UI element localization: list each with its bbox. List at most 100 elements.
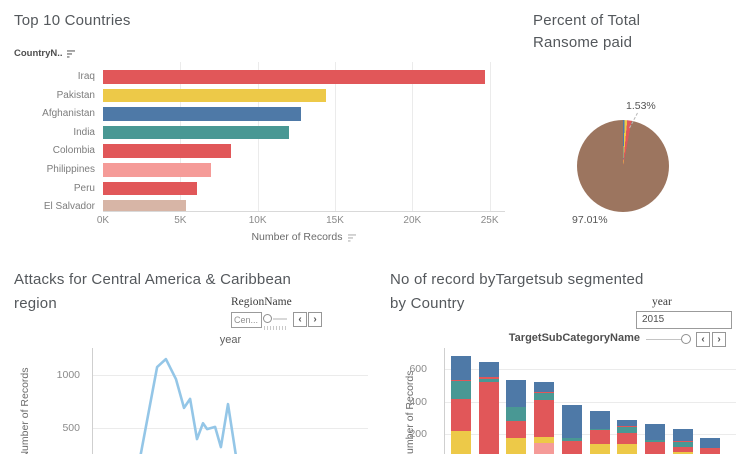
bar-segment-blue[interactable] — [506, 379, 527, 408]
bar-segment-red[interactable] — [700, 448, 721, 454]
bar-segment-blue[interactable] — [617, 419, 638, 426]
bar-segment-red[interactable] — [617, 432, 638, 445]
sort-icon[interactable] — [347, 233, 357, 242]
bar-el-salvador[interactable] — [103, 200, 187, 211]
x-tick-label: 5K — [174, 215, 187, 226]
bar-segment-teal[interactable] — [589, 428, 610, 431]
bar-peru[interactable] — [103, 181, 198, 196]
top10-x-axis-title: Number of Records — [103, 231, 505, 243]
bar-segment-blue[interactable] — [700, 437, 721, 449]
stacked-bar-2[interactable] — [478, 362, 499, 454]
bar-segment-red[interactable] — [672, 446, 693, 453]
stacked-bar-6[interactable] — [589, 411, 610, 454]
bar-segment-red[interactable] — [478, 377, 499, 379]
category-label: Philippines — [46, 164, 95, 175]
stacked-bar-4[interactable] — [534, 381, 555, 454]
bar-segment-teal[interactable] — [451, 381, 471, 400]
line-x-axis-title: year — [93, 334, 368, 346]
bar-segment-yellow[interactable] — [589, 444, 610, 454]
region-filter-prev-button[interactable]: ‹ — [293, 312, 307, 327]
targetsub-slider-track[interactable] — [646, 339, 683, 340]
bar-segment-blue[interactable] — [451, 355, 471, 380]
stacked-bar-9[interactable] — [672, 429, 693, 454]
targetsub-slider-handle[interactable] — [681, 334, 691, 344]
bar-segment-pink[interactable] — [534, 443, 555, 454]
bar-afghanistan[interactable] — [103, 107, 301, 121]
top10-x-axis-title-text: Number of Records — [251, 231, 343, 243]
targetsub-next-button[interactable]: › — [712, 332, 726, 347]
bar-segment-red[interactable] — [506, 421, 527, 438]
pie-label-small: 1.53% — [626, 100, 656, 112]
bar-segment-teal[interactable] — [506, 407, 527, 422]
x-tick-label: 15K — [326, 215, 344, 226]
bar-segment-red[interactable] — [589, 430, 610, 445]
region-filter-slider-track[interactable] — [273, 318, 287, 320]
region-filter-slider-handle[interactable] — [263, 314, 272, 323]
bar-philippines[interactable] — [103, 163, 212, 177]
line-gridline-1000 — [93, 375, 368, 376]
stacked-bar-1[interactable] — [451, 355, 471, 454]
stacked-y-tick-600: 600 — [409, 363, 427, 375]
bar-segment-red[interactable] — [534, 399, 555, 437]
bar-colombia[interactable] — [103, 144, 232, 158]
bar-segment-yellow[interactable] — [534, 436, 555, 444]
line-y-tick-500: 500 — [62, 422, 80, 434]
bar-segment-red[interactable] — [561, 440, 582, 454]
bar-segment-yellow[interactable] — [506, 437, 527, 454]
stacked-bar-7[interactable] — [617, 419, 638, 454]
category-label: India — [73, 126, 95, 138]
top10-field-label: CountryN.. — [14, 48, 76, 59]
bar-segment-red[interactable] — [644, 441, 665, 454]
bar-segment-blue[interactable] — [672, 429, 693, 442]
line-series[interactable] — [93, 345, 368, 454]
bar-iraq[interactable] — [103, 70, 485, 84]
chevron-left-icon: ‹ — [298, 313, 302, 325]
bar-segment-teal[interactable] — [534, 393, 555, 400]
bar-segment-red[interactable] — [672, 441, 693, 443]
bar-segment-blue[interactable] — [478, 362, 499, 378]
bar-segment-blue[interactable] — [589, 411, 610, 429]
bar-segment-red[interactable] — [451, 399, 471, 431]
bar-segment-blue[interactable] — [644, 424, 665, 440]
bar-segment-teal[interactable] — [672, 442, 693, 447]
year-filter-input[interactable]: 2015 — [636, 311, 732, 329]
region-filter-title: RegionName — [231, 296, 292, 308]
region-filter-slider-ruler — [264, 326, 286, 330]
bar-segment-red[interactable] — [534, 392, 555, 394]
bar-segment-red[interactable] — [617, 425, 638, 427]
gridline — [334, 62, 336, 211]
region-filter-input[interactable]: Cen... — [231, 312, 262, 328]
bar-pakistan[interactable] — [103, 88, 326, 103]
bar-segment-red[interactable] — [451, 379, 471, 382]
line-path[interactable] — [139, 357, 237, 454]
targetsub-filter-label: TargetSubCategoryName — [508, 332, 640, 344]
bar-segment-blue[interactable] — [534, 381, 555, 393]
stacked-bar-5[interactable] — [561, 404, 582, 454]
chevron-left-icon: ‹ — [701, 333, 705, 345]
stacked-bar-10[interactable] — [700, 437, 721, 454]
pie-chart[interactable] — [577, 120, 669, 212]
sort-icon[interactable] — [66, 49, 76, 58]
stacked-bar-3[interactable] — [506, 379, 527, 454]
stacked-bar-8[interactable] — [644, 424, 665, 454]
bar-segment-teal[interactable] — [478, 378, 499, 382]
stacked-title-line2: by Country — [390, 295, 465, 312]
bar-segment-blue[interactable] — [561, 404, 582, 439]
bar-segment-red[interactable] — [478, 381, 499, 454]
stacked-y-axis-line — [444, 348, 445, 454]
bar-india[interactable] — [103, 125, 289, 140]
stacked-gridline-400 — [445, 402, 736, 403]
bar-segment-teal[interactable] — [644, 439, 665, 442]
top10-plot-area — [103, 62, 505, 211]
targetsub-prev-button[interactable]: ‹ — [696, 332, 710, 347]
chevron-right-icon: › — [717, 333, 721, 345]
x-tick-label: 10K — [248, 215, 267, 226]
region-filter-next-button[interactable]: › — [308, 312, 322, 327]
bar-segment-teal[interactable] — [561, 438, 582, 441]
x-tick-label: 25K — [480, 215, 499, 226]
bar-segment-yellow[interactable] — [617, 444, 638, 454]
bar-segment-teal[interactable] — [617, 426, 638, 433]
bar-segment-yellow[interactable] — [451, 431, 471, 454]
bar-segment-yellow[interactable] — [672, 452, 693, 454]
